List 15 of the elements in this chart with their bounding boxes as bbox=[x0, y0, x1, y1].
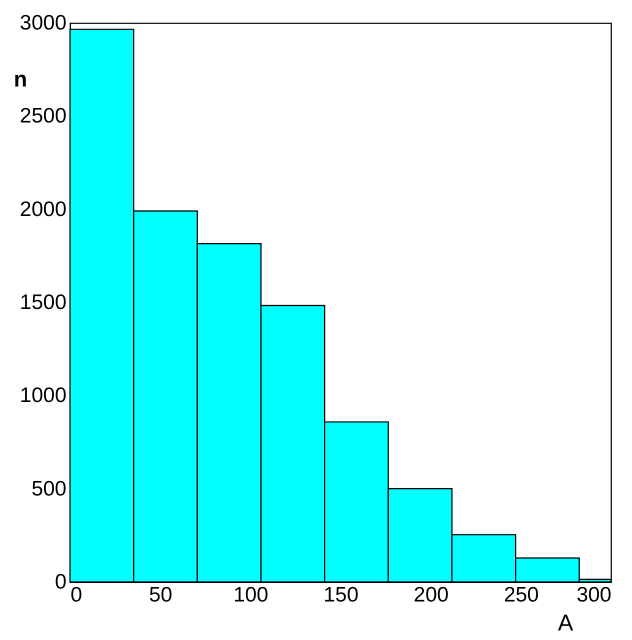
y-tick-label: 2000 bbox=[20, 198, 66, 221]
y-tick-label: 2500 bbox=[20, 104, 66, 128]
x-axis-title: A bbox=[558, 610, 574, 636]
x-tick-label: 250 bbox=[504, 584, 539, 606]
x-tick-label: 150 bbox=[323, 584, 359, 606]
x-tick-label: 300 bbox=[576, 584, 612, 606]
x-tick-label: 0 bbox=[70, 584, 82, 606]
x-tick-label: 50 bbox=[148, 584, 172, 606]
y-tick-label: 500 bbox=[31, 477, 66, 500]
y-tick-label: 1000 bbox=[20, 384, 66, 408]
x-tick-label: 200 bbox=[414, 584, 449, 606]
y-tick-label: 3000 bbox=[20, 12, 66, 34]
y-axis-title: n bbox=[14, 66, 28, 92]
y-tick-label: 1500 bbox=[20, 291, 66, 314]
x-tick-label: 100 bbox=[233, 584, 268, 606]
